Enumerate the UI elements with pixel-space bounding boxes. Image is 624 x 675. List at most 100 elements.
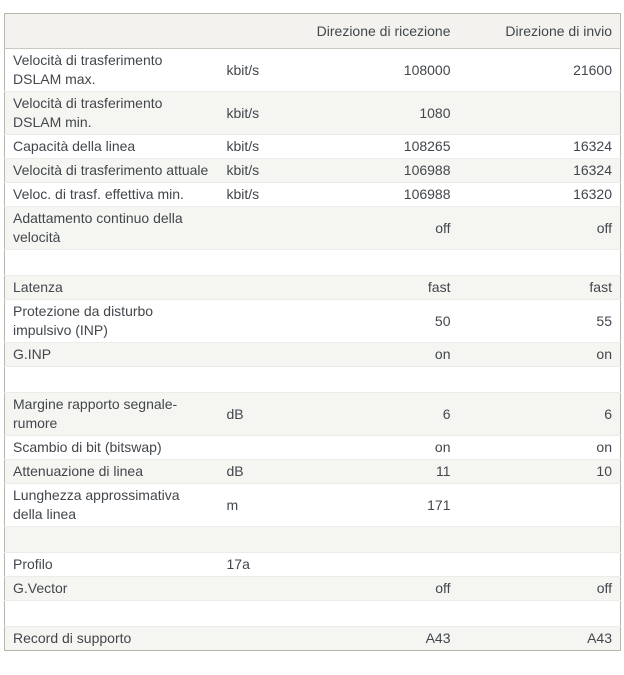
- header-row: Direzione di ricezione Direzione di invi…: [4, 13, 621, 49]
- cell-rx: [280, 600, 459, 627]
- table-row: Attenuazione di linea dB 11 10: [4, 459, 621, 484]
- cell-label: Protezione da disturbo impulsivo (INP): [4, 299, 219, 343]
- cell-tx: [458, 483, 621, 527]
- header-unit-column: [218, 13, 281, 49]
- cell-rx: 50: [280, 299, 459, 343]
- spacer-row: [4, 526, 621, 553]
- table-row: Veloc. di trasf. effettiva min. kbit/s 106…: [4, 182, 621, 207]
- table-row: Protezione da disturbo impulsivo (INP) 50…: [4, 299, 621, 343]
- cell-tx: [458, 552, 621, 577]
- table-row: Profilo 17a: [4, 552, 621, 577]
- cell-tx: 16324: [458, 158, 621, 183]
- cell-unit: [218, 342, 281, 367]
- cell-unit: [218, 600, 281, 627]
- cell-label: Velocità di trasferimento DSLAM min.: [4, 91, 219, 135]
- cell-label: Velocità di trasferimento attuale: [4, 158, 219, 183]
- cell-label: Scambio di bit (bitswap): [4, 435, 219, 460]
- spacer-row: [4, 249, 621, 276]
- cell-rx: 108265: [280, 134, 459, 159]
- cell-label: Latenza: [4, 275, 219, 300]
- cell-tx: 16320: [458, 182, 621, 207]
- table-row: Latenza fast fast: [4, 275, 621, 300]
- spacer-row: [4, 600, 621, 627]
- dsl-stats-panel: Direzione di ricezione Direzione di invi…: [4, 13, 621, 651]
- cell-tx: off: [458, 576, 621, 601]
- cell-unit: kbit/s: [226, 61, 260, 78]
- table-row: Record di supporto A43 A43: [4, 626, 621, 651]
- table-row: Velocità di trasferimento attuale kbit/s 1…: [4, 158, 621, 183]
- cell-unit: [218, 366, 281, 393]
- cell-rx: fast: [280, 275, 459, 300]
- cell-unit: [218, 206, 281, 250]
- cell-unit: dB: [218, 459, 281, 484]
- table-row: G.INP on on: [4, 342, 621, 367]
- cell-label: [4, 600, 219, 627]
- cell-unit: [218, 626, 281, 651]
- cell-label: Velocità di trasferimento DSLAM max.: [13, 52, 163, 87]
- table-row: Adattamento continuo della velocità off of…: [4, 206, 621, 250]
- table-header: Direzione di ricezione Direzione di invi…: [4, 13, 621, 49]
- header-send-direction: Direzione di invio: [458, 13, 621, 49]
- cell-unit: [218, 299, 281, 343]
- cell-rx: A43: [280, 626, 459, 651]
- cell-rx: off: [280, 206, 459, 250]
- cell-label: G.INP: [4, 342, 219, 367]
- cell-unit: kbit/s: [218, 158, 281, 183]
- cell-label: [4, 249, 219, 276]
- cell-rx: 1080: [280, 91, 459, 135]
- table-row: Lunghezza approssimativa della linea m 171: [4, 483, 621, 527]
- cell-label: [4, 526, 219, 553]
- cell-label: [4, 366, 219, 393]
- cell-rx: [280, 526, 459, 553]
- cell-tx: 16324: [458, 134, 621, 159]
- cell-unit: [218, 576, 281, 601]
- cell-tx: 21600: [573, 61, 612, 78]
- cell-rx: on: [280, 435, 459, 460]
- cell-tx: [458, 366, 621, 393]
- cell-unit: [218, 249, 281, 276]
- cell-unit: [218, 275, 281, 300]
- cell-rx: 6: [280, 392, 459, 436]
- table-row: G.Vector off off: [4, 576, 621, 601]
- cell-label: Adattamento continuo della velocità: [4, 206, 219, 250]
- cell-tx: A43: [458, 626, 621, 651]
- cell-rx: 106988: [280, 158, 459, 183]
- cell-rx: off: [280, 576, 459, 601]
- cell-label: G.Vector: [4, 576, 219, 601]
- table-row: Margine rapporto segnale-rumore dB 6 6: [4, 392, 621, 436]
- cell-rx: [280, 366, 459, 393]
- dsl-stats-table: Direzione di ricezione Direzione di invi…: [4, 13, 621, 651]
- cell-rx: on: [280, 342, 459, 367]
- cell-unit: dB: [218, 392, 281, 436]
- cell-tx: [458, 249, 621, 276]
- cell-rx: [280, 552, 459, 577]
- table-row: Velocità di trasferimento DSLAM min. kbit…: [4, 91, 621, 135]
- cell-tx: on: [458, 435, 621, 460]
- cell-label: Veloc. di trasf. effettiva min.: [4, 182, 219, 207]
- table-row: Velocità di trasferimento DSLAM max. kbit…: [5, 49, 621, 92]
- cell-rx: 171: [280, 483, 459, 527]
- cell-tx: off: [458, 206, 621, 250]
- cell-tx: 6: [458, 392, 621, 436]
- cell-tx: 55: [458, 299, 621, 343]
- cell-unit: kbit/s: [218, 182, 281, 207]
- cell-unit: [218, 435, 281, 460]
- cell-tx: [458, 600, 621, 627]
- table-row: Scambio di bit (bitswap) on on: [4, 435, 621, 460]
- cell-tx: on: [458, 342, 621, 367]
- cell-rx: [280, 249, 459, 276]
- cell-label: Record di supporto: [4, 626, 219, 651]
- cell-tx: fast: [458, 275, 621, 300]
- cell-rx: 108000: [403, 61, 451, 78]
- cell-unit: kbit/s: [218, 91, 281, 135]
- table-row: Capacità della linea kbit/s 108265 16324: [4, 134, 621, 159]
- cell-rx: 106988: [280, 182, 459, 207]
- cell-unit: 17a: [218, 552, 281, 577]
- cell-label: Profilo: [4, 552, 219, 577]
- header-receive-direction: Direzione di ricezione: [280, 13, 459, 49]
- cell-unit: kbit/s: [218, 134, 281, 159]
- cell-tx: [458, 526, 621, 553]
- cell-unit: m: [218, 483, 281, 527]
- cell-label: Lunghezza approssimativa della linea: [4, 483, 219, 527]
- cell-label: Attenuazione di linea: [4, 459, 219, 484]
